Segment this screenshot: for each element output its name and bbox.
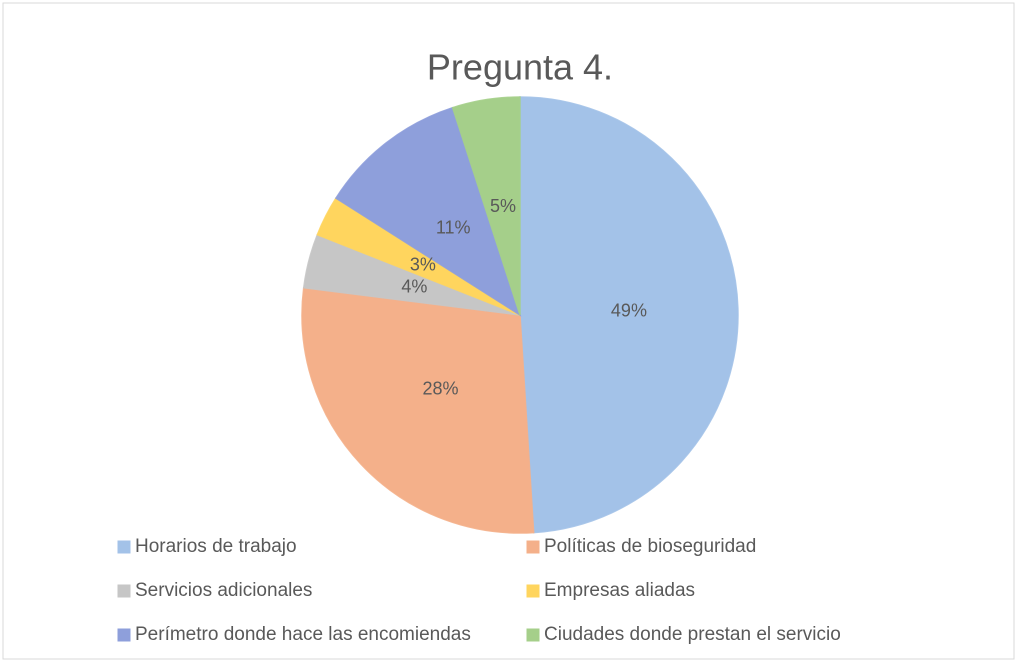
data-label: 3% bbox=[410, 254, 436, 274]
data-label: 28% bbox=[423, 378, 459, 398]
legend-swatch bbox=[526, 584, 540, 598]
pie-slice bbox=[451, 96, 521, 316]
legend-swatch bbox=[526, 540, 540, 554]
pie-slice bbox=[519, 96, 739, 534]
legend-swatch bbox=[526, 628, 540, 642]
legend-swatch bbox=[117, 540, 131, 554]
legend-label: Horarios de trabajo bbox=[135, 536, 297, 557]
legend-label: Perímetro donde hace las encomiendas bbox=[135, 624, 471, 645]
data-label: 49% bbox=[611, 300, 647, 320]
pie-slice bbox=[334, 106, 522, 317]
legend-label: Ciudades donde prestan el servicio bbox=[544, 624, 841, 645]
legend-swatch bbox=[117, 628, 131, 642]
legend-swatch bbox=[117, 584, 131, 598]
pie-slice bbox=[301, 286, 535, 534]
legend-label: Servicios adicionales bbox=[135, 580, 312, 601]
data-label: 4% bbox=[401, 277, 427, 297]
data-label: 11% bbox=[436, 218, 471, 238]
legend-label: Políticas de bioseguridad bbox=[544, 536, 756, 557]
data-label: 5% bbox=[490, 196, 516, 216]
chart-title: Pregunta 4. bbox=[427, 47, 613, 88]
legend-label: Empresas aliadas bbox=[544, 580, 695, 601]
